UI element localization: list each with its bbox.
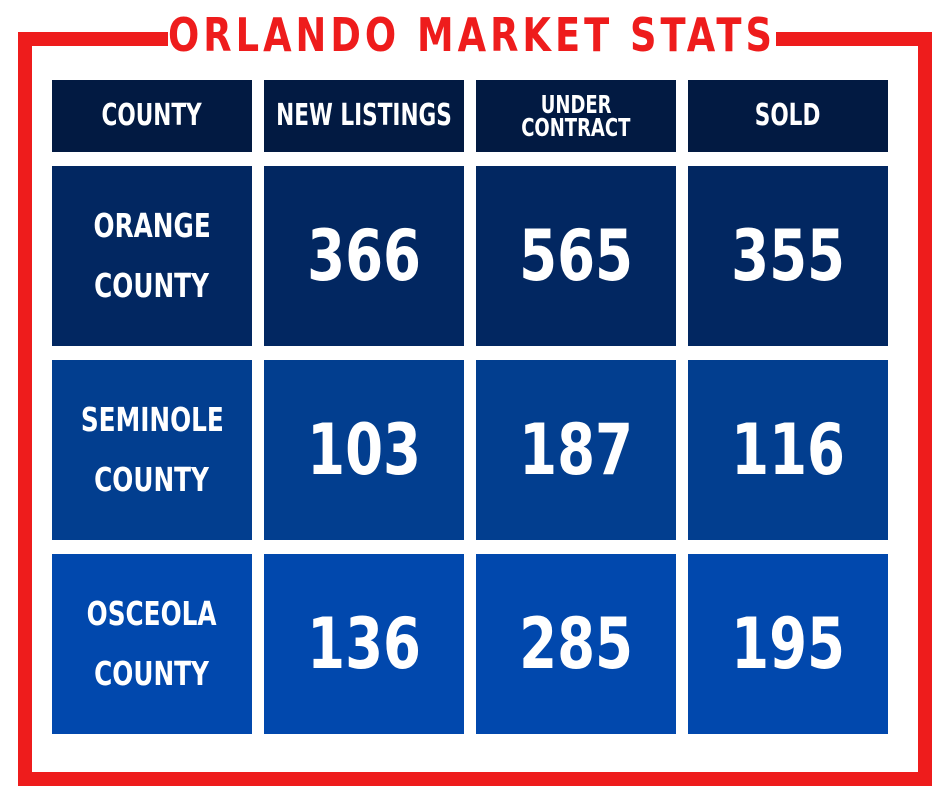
under-contract-value-cell: 187 <box>476 360 676 540</box>
header-under-contract-line2: CONTRACT <box>521 113 631 142</box>
title-banner: ORLANDO MARKET STATS <box>168 0 776 70</box>
new-listings-value: 136 <box>307 603 421 685</box>
under-contract-value: 187 <box>519 409 633 491</box>
new-listings-value-cell: 136 <box>264 554 464 734</box>
page-title: ORLANDO MARKET STATS <box>168 8 777 62</box>
table-row-county-cell: SEMINOLE COUNTY <box>52 360 252 540</box>
header-county: COUNTY <box>52 80 252 152</box>
header-county-label: COUNTY <box>101 98 203 133</box>
sold-value: 355 <box>731 215 845 297</box>
table-row-county-cell: ORANGE COUNTY <box>52 166 252 346</box>
new-listings-value: 103 <box>307 409 421 491</box>
new-listings-value-cell: 366 <box>264 166 464 346</box>
table-row-county-cell: OSCEOLA COUNTY <box>52 554 252 734</box>
header-new-listings: NEW LISTINGS <box>264 80 464 152</box>
sold-value-cell: 355 <box>688 166 888 346</box>
header-sold-label: SOLD <box>755 98 821 133</box>
under-contract-value-cell: 285 <box>476 554 676 734</box>
new-listings-value: 366 <box>307 215 421 297</box>
header-new-listings-label: NEW LISTINGS <box>276 98 452 133</box>
sold-value-cell: 195 <box>688 554 888 734</box>
county-name-line2: COUNTY <box>94 460 210 499</box>
header-under-contract: UNDER CONTRACT <box>476 80 676 152</box>
county-name-line1: SEMINOLE <box>80 400 224 439</box>
new-listings-value-cell: 103 <box>264 360 464 540</box>
county-name-line1: ORANGE <box>93 206 211 245</box>
under-contract-value: 565 <box>519 215 633 297</box>
header-sold: SOLD <box>688 80 888 152</box>
sold-value-cell: 116 <box>688 360 888 540</box>
county-name-line2: COUNTY <box>94 654 210 693</box>
county-name-line2: COUNTY <box>94 266 210 305</box>
under-contract-value: 285 <box>519 603 633 685</box>
under-contract-value-cell: 565 <box>476 166 676 346</box>
sold-value: 116 <box>731 409 845 491</box>
sold-value: 195 <box>731 603 845 685</box>
header-under-contract-line1: UNDER <box>540 90 612 119</box>
county-name-line1: OSCEOLA <box>87 594 217 633</box>
